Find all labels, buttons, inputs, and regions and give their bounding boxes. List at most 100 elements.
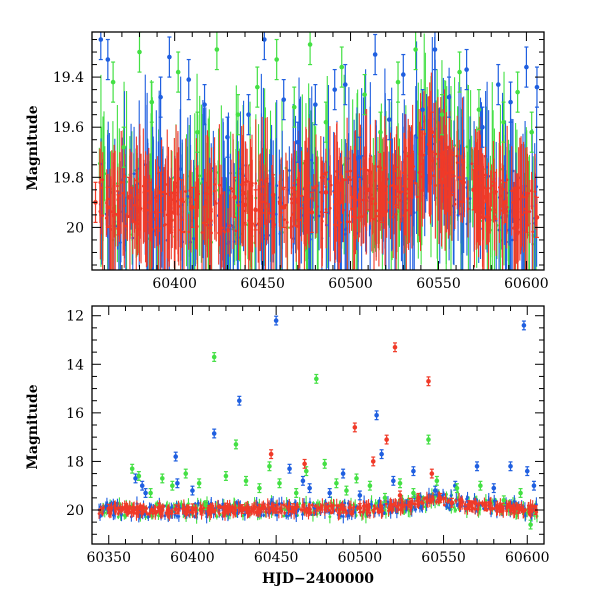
red-point [278, 507, 282, 511]
top-y-axis-label: Magnitude [25, 105, 41, 190]
blue-data-point [133, 476, 138, 481]
blue-point [177, 515, 181, 518]
red-point [164, 511, 168, 515]
red-data-point [242, 202, 248, 208]
red-point [217, 512, 221, 515]
red-point [368, 511, 372, 515]
red-point [293, 187, 297, 190]
blue-data-point [446, 94, 452, 100]
red-point [524, 508, 527, 512]
green-data-point [149, 99, 155, 105]
red-point [167, 229, 171, 233]
red-point [318, 507, 322, 510]
red-point [398, 199, 402, 202]
red-point [473, 501, 477, 505]
red-point [177, 204, 181, 208]
blue-data-point [287, 466, 292, 472]
red-point [152, 508, 156, 511]
red-point [361, 198, 365, 202]
red-point [100, 512, 104, 516]
red-point [294, 507, 298, 511]
red-point [397, 503, 401, 507]
blue-point [418, 506, 422, 510]
blue-data-point [464, 67, 469, 72]
red-point [528, 509, 532, 513]
red-point [375, 506, 379, 510]
red-point [342, 208, 345, 212]
red-point [284, 504, 288, 508]
red-point [101, 506, 105, 510]
red-point [520, 193, 524, 197]
top-tick-labels: 60400 60450 60500 60550 60600 19.4 19.6 19.8 20 [53, 70, 549, 292]
red-point [165, 192, 169, 196]
blue-data-point [211, 431, 217, 436]
red-point [363, 505, 367, 508]
red-point [313, 504, 317, 508]
red-point [420, 500, 423, 504]
red-point [104, 216, 108, 220]
y-tick-label: 20 [66, 220, 84, 236]
blue-point [341, 515, 345, 518]
red-data-point [524, 210, 529, 215]
green-point [328, 515, 332, 519]
red-point [247, 509, 251, 513]
blue-data-point [281, 97, 287, 102]
red-point [261, 185, 264, 188]
red-point [172, 198, 175, 202]
blue-data-point [372, 52, 378, 57]
red-point [527, 507, 530, 510]
red-point [475, 176, 478, 180]
blue-data-point [173, 454, 179, 459]
red-point [194, 506, 198, 510]
red-point [262, 505, 265, 509]
red-data-point [116, 212, 121, 218]
red-point [162, 505, 166, 508]
blue-point [277, 502, 281, 506]
top-data-points [93, 32, 540, 239]
red-point [500, 209, 504, 212]
red-point [211, 504, 215, 508]
x-tick-label: 60450 [240, 276, 285, 292]
red-point [222, 229, 226, 233]
blue-data-point [202, 102, 207, 107]
x-tick-label: 60400 [152, 276, 197, 292]
red-point [267, 506, 271, 509]
red-point [250, 184, 254, 188]
red-point [412, 165, 416, 168]
red-data-point [337, 200, 343, 205]
red-point [488, 501, 492, 505]
red-point [348, 220, 351, 224]
red-point [446, 500, 450, 503]
red-data-point [281, 205, 287, 210]
red-point [221, 505, 225, 509]
red-point [415, 195, 419, 199]
red-point [333, 191, 336, 194]
blue-data-point [190, 488, 195, 493]
red-point [113, 506, 117, 510]
red-data-point [492, 190, 498, 195]
red-point [167, 508, 171, 512]
blue-data-point [420, 107, 425, 112]
red-point [289, 197, 293, 201]
red-data-point [365, 187, 371, 193]
green-data-point [378, 129, 383, 135]
red-point [487, 216, 490, 219]
red-point [312, 186, 316, 190]
blue-point [146, 515, 150, 519]
green-data-point [291, 104, 297, 110]
red-point [347, 175, 351, 179]
red-point [371, 509, 375, 513]
blue-data-point [495, 82, 501, 87]
green-data-point [439, 112, 445, 117]
red-point [296, 505, 300, 509]
red-point [289, 226, 292, 230]
red-point [119, 181, 123, 184]
green-data-point [476, 107, 482, 112]
red-point [123, 174, 127, 178]
red-point [182, 230, 186, 234]
red-point [476, 507, 480, 511]
blue-data-point [386, 117, 392, 122]
green-point [198, 174, 202, 178]
green-data-point [175, 69, 181, 75]
red-point [267, 211, 271, 215]
